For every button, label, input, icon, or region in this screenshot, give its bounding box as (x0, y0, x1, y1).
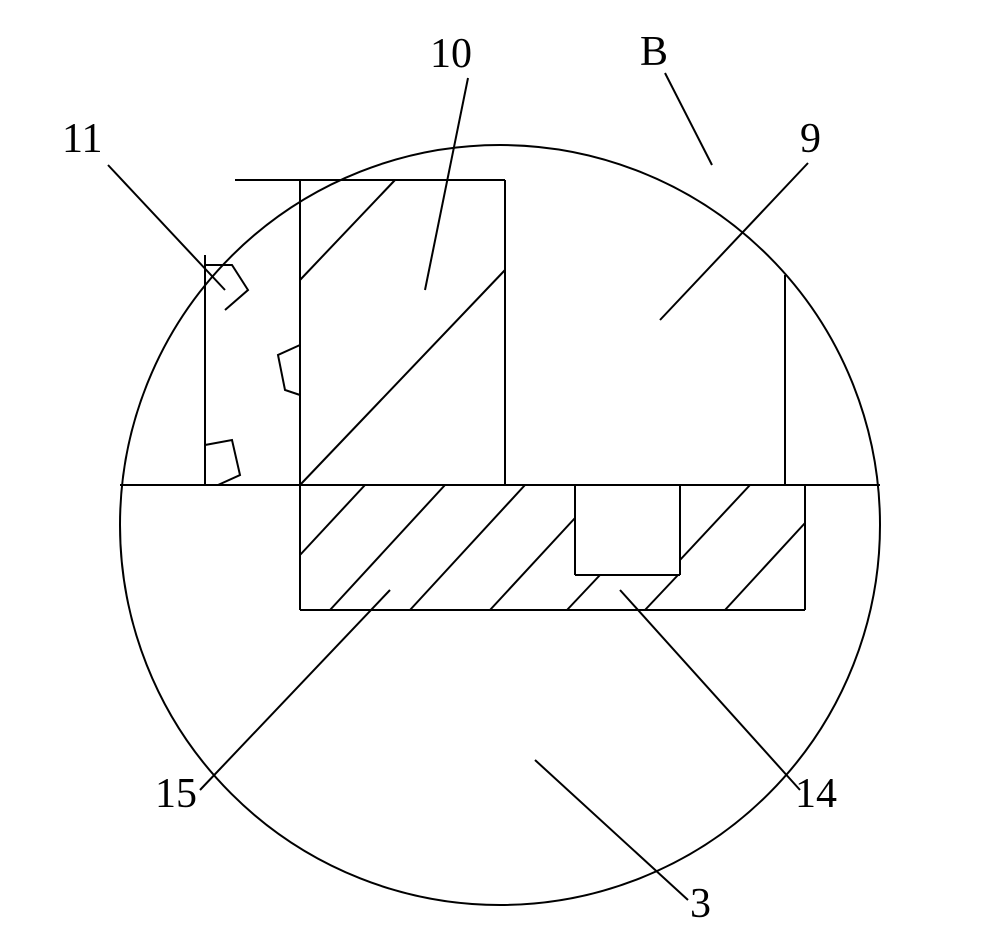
main-circle (120, 145, 880, 905)
hatch-region-15 (300, 485, 805, 610)
hatch-region-11 (205, 265, 300, 485)
label-15: 15 (155, 770, 197, 818)
label-B: B (640, 28, 668, 76)
label-3: 3 (690, 880, 711, 928)
leader-lines (108, 73, 808, 900)
technical-diagram: 11 10 B 9 15 14 3 (0, 0, 1000, 941)
diagram-svg (0, 0, 1000, 941)
hatch-region-10 (300, 180, 505, 485)
label-10: 10 (430, 30, 472, 78)
label-14: 14 (795, 770, 837, 818)
label-11: 11 (62, 115, 102, 163)
label-9: 9 (800, 115, 821, 163)
